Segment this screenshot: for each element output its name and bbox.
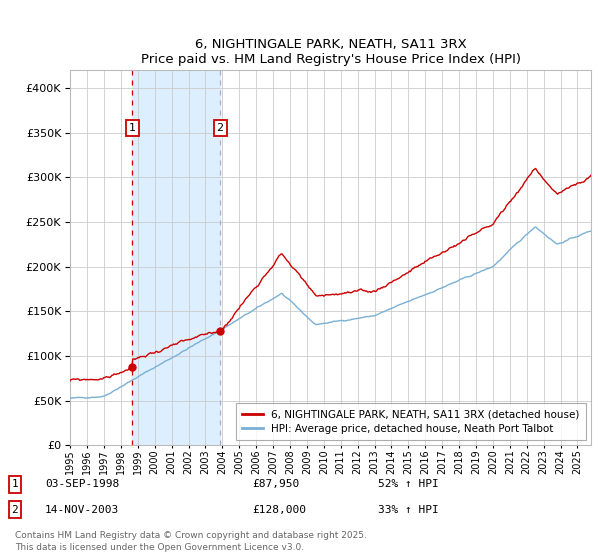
Bar (132, 70, 220, 445)
Text: 1: 1 (129, 123, 136, 133)
Text: 2: 2 (11, 505, 19, 515)
Text: £87,950: £87,950 (252, 479, 299, 489)
Text: £128,000: £128,000 (252, 505, 306, 515)
Text: 52% ↑ HPI: 52% ↑ HPI (378, 479, 439, 489)
Text: 03-SEP-1998: 03-SEP-1998 (45, 479, 119, 489)
Text: 33% ↑ HPI: 33% ↑ HPI (378, 505, 439, 515)
Text: 1: 1 (11, 479, 19, 489)
Legend: 6, NIGHTINGALE PARK, NEATH, SA11 3RX (detached house), HPI: Average price, detac: 6, NIGHTINGALE PARK, NEATH, SA11 3RX (de… (236, 403, 586, 440)
Text: Contains HM Land Registry data © Crown copyright and database right 2025.
This d: Contains HM Land Registry data © Crown c… (15, 531, 367, 552)
Text: 2: 2 (217, 123, 224, 133)
Title: 6, NIGHTINGALE PARK, NEATH, SA11 3RX
Price paid vs. HM Land Registry's House Pri: 6, NIGHTINGALE PARK, NEATH, SA11 3RX Pri… (140, 38, 521, 66)
Text: 14-NOV-2003: 14-NOV-2003 (45, 505, 119, 515)
